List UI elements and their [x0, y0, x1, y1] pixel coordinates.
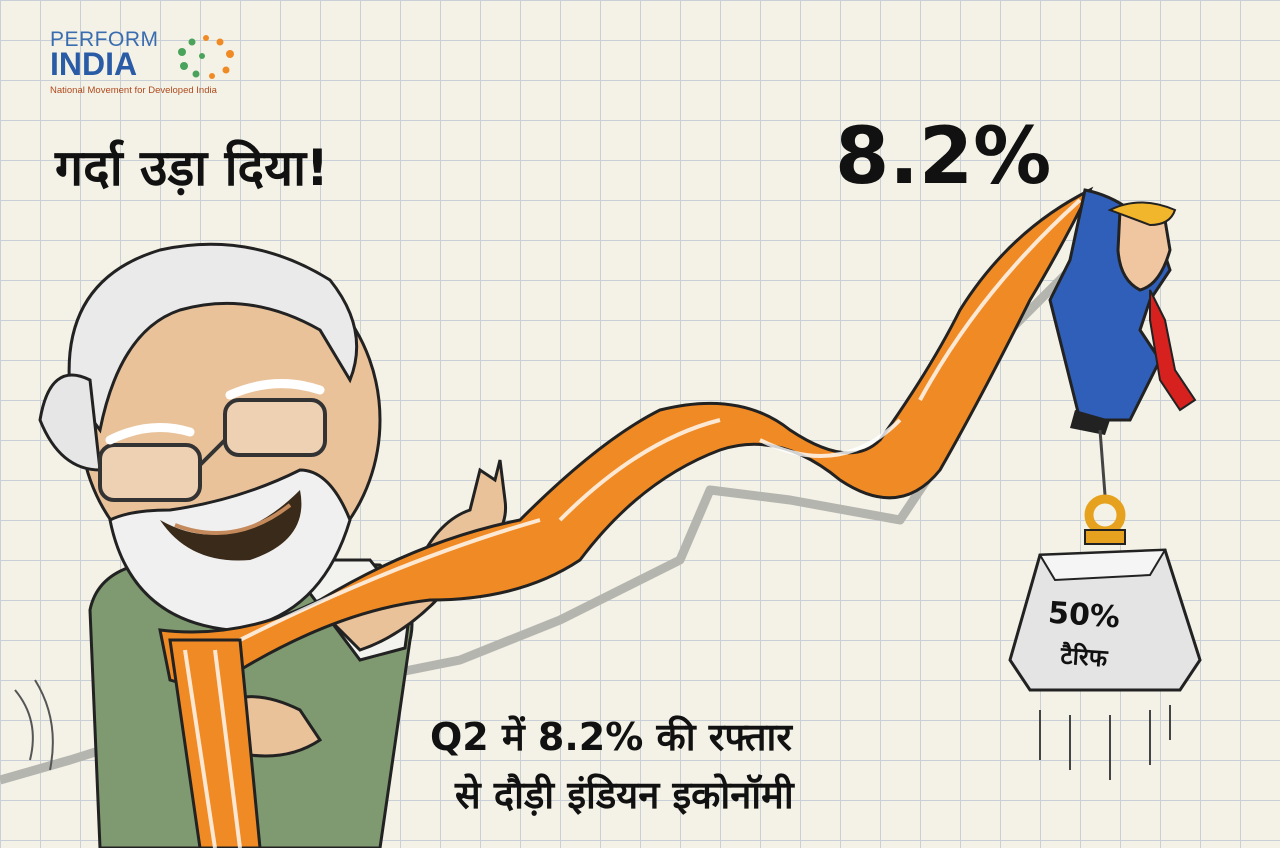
growth-figure: 8.2% — [835, 112, 1052, 202]
logo-dots-icon — [178, 35, 234, 79]
caption-line1: Q2 में 8.2% की रफ्तार — [430, 715, 792, 759]
logo-line1: PERFORM — [50, 28, 159, 51]
weight-ring-icon — [1084, 494, 1126, 536]
hanging-man — [1048, 188, 1197, 545]
perform-india-logo: PERFORM INDIA National Movement for Deve… — [50, 28, 280, 100]
weight-percent: 50% — [1046, 595, 1122, 636]
tariff-weight — [1008, 548, 1202, 780]
logo-line2: INDIA — [50, 46, 138, 82]
weight-label: टैरिफ — [1059, 641, 1109, 673]
man-character — [38, 242, 508, 848]
logo-tagline: National Movement for Developed India — [50, 85, 217, 96]
headline: गर्दा उड़ा दिया! — [55, 139, 329, 197]
saffron-scarf — [158, 186, 1094, 848]
caption-line2: से दौड़ी इंडियन इकोनॉमी — [455, 773, 794, 817]
